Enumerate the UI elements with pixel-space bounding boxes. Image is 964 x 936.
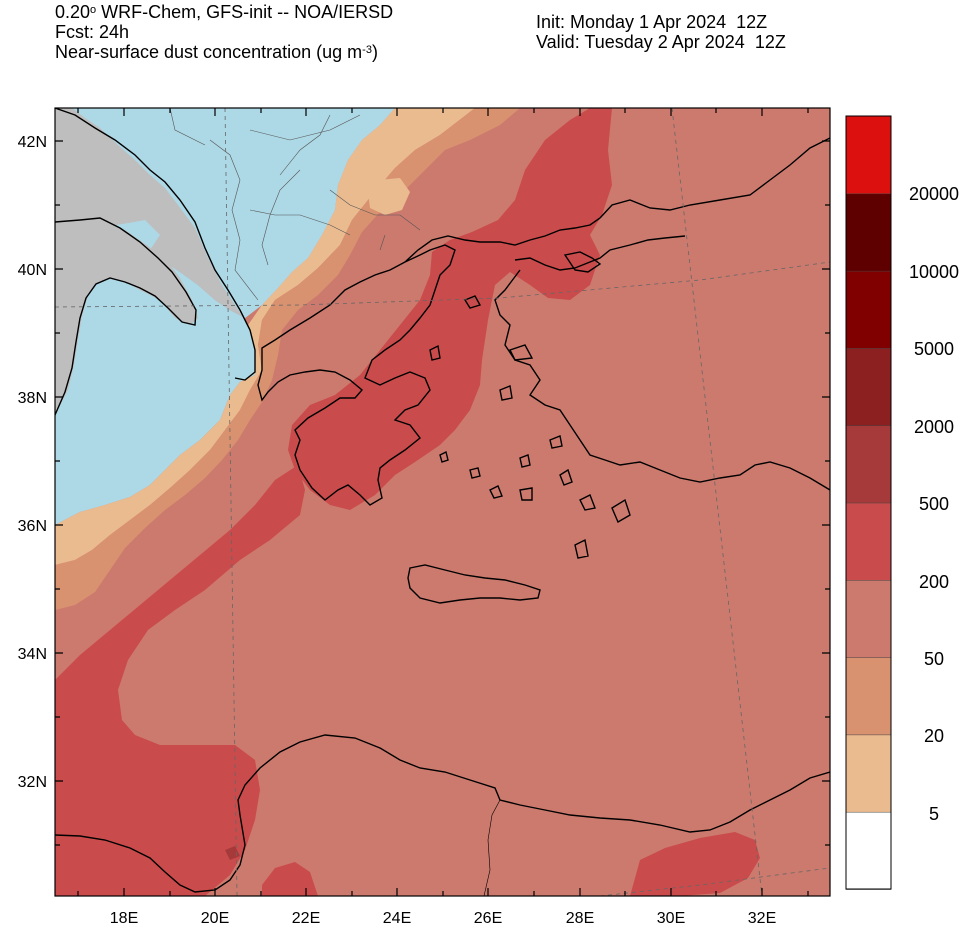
coast-marmara (563, 251, 602, 273)
colorbar-label: 500 (919, 494, 949, 514)
colorbar-frame (845, 115, 892, 890)
lat-label: 42N (18, 134, 47, 151)
colorbar-label: 5000 (914, 339, 954, 359)
lat-label: 34N (18, 646, 47, 663)
coast-crete (407, 564, 541, 604)
dust-contour-200-libya (262, 862, 318, 896)
tick-left-minor (55, 204, 60, 846)
colorbar-label: 2000 (914, 417, 954, 437)
tick-top-major (123, 108, 763, 116)
lat-label: 36N (18, 518, 47, 535)
coast-thrace (404, 217, 601, 263)
dust-contour-200-plume (55, 465, 305, 896)
lat-label: 38N (18, 390, 47, 407)
colorbar-label: 200 (919, 572, 949, 592)
graticule (55, 108, 830, 896)
lon-label: 26E (474, 910, 502, 927)
colorbar-segment (845, 115, 892, 195)
graticule-lat-30 (599, 867, 830, 896)
colorbar-segment (845, 502, 892, 581)
colorbar-label: 50 (924, 649, 944, 669)
field-name: Near-surface dust concentration (ug m (55, 42, 363, 62)
land-italy (55, 218, 198, 415)
dust-contour-20 (55, 108, 520, 610)
map-title-block: 0.20o WRF-Chem, GFS-init -- NOA/IERSD Fc… (55, 2, 393, 62)
tick-bottom-minor (77, 891, 809, 896)
colorbar (845, 115, 892, 890)
dust-contour-200-east (630, 832, 760, 896)
colorbar-labels: 20000 10000 5000 2000 500 200 50 20 5 (909, 184, 959, 824)
dust-contour-5 (55, 108, 475, 565)
colorbar-label: 20000 (909, 184, 959, 204)
border-balkans (169, 108, 421, 301)
sea-area (55, 108, 395, 525)
coast-greece (257, 244, 456, 506)
field-name-close: ) (371, 42, 378, 62)
coast-dalmatia (55, 108, 256, 381)
colorbar-segment (845, 424, 892, 504)
title-resolution: 0.20 (55, 2, 91, 22)
colorbar-segment (845, 811, 892, 890)
unit-exponent: -3 (362, 44, 372, 56)
colorbar-label: 5 (929, 804, 939, 824)
colorbar-segment (845, 579, 892, 658)
map-fields (55, 108, 830, 896)
dust-patch-5 (368, 178, 410, 215)
tick-right-minor (825, 204, 830, 846)
forecast-hour: Fcst: 24h (55, 22, 130, 42)
colorbar-segment (845, 656, 892, 736)
title-model: WRF-Chem, GFS-init -- NOA/IERSD (96, 2, 394, 22)
colorbar-label: 20 (924, 726, 944, 746)
coastlines (55, 108, 830, 896)
tick-top-minor (77, 108, 809, 113)
graticule-lat-40 (55, 261, 830, 308)
lon-label: 22E (292, 910, 320, 927)
dust-contour-500-speck (225, 846, 240, 860)
lat-labels: 42N 40N 38N 36N 34N 32N (18, 134, 47, 791)
axis-ticks (55, 108, 830, 896)
dust-contour-200-aegean (288, 108, 612, 510)
colorbar-segment (845, 270, 892, 349)
lon-label: 20E (201, 910, 229, 927)
lat-label: 32N (18, 774, 47, 791)
degree-sign: o (90, 4, 97, 16)
colorbar-label: 10000 (909, 262, 959, 282)
colorbar-segment (845, 347, 892, 426)
border-libya-egypt (483, 799, 501, 896)
coast-north-africa (55, 734, 830, 893)
valid-time: Valid: Tuesday 2 Apr 2024 12Z (536, 32, 786, 52)
coast-black-sea (599, 137, 830, 219)
coast-italy (55, 217, 197, 416)
graticule-lon-20 (224, 108, 238, 896)
lon-label: 18E (110, 910, 138, 927)
lat-label: 40N (18, 262, 47, 279)
lon-labels: 18E 20E 22E 24E 26E 28E 30E 32E (110, 910, 776, 927)
coast-islands (429, 295, 631, 559)
lon-label: 28E (566, 910, 594, 927)
tick-right-major (822, 140, 830, 782)
tick-left-major (55, 140, 63, 782)
init-time: Init: Monday 1 Apr 2024 12Z (536, 12, 768, 32)
lon-label: 30E (657, 910, 685, 927)
tick-bottom-major (123, 888, 763, 896)
lon-label: 24E (383, 910, 411, 927)
colorbar-segment (845, 193, 892, 272)
colorbar-segment (845, 734, 892, 813)
lon-label: 32E (748, 910, 776, 927)
time-block: Init: Monday 1 Apr 2024 12Z Valid: Tuesd… (536, 12, 786, 52)
